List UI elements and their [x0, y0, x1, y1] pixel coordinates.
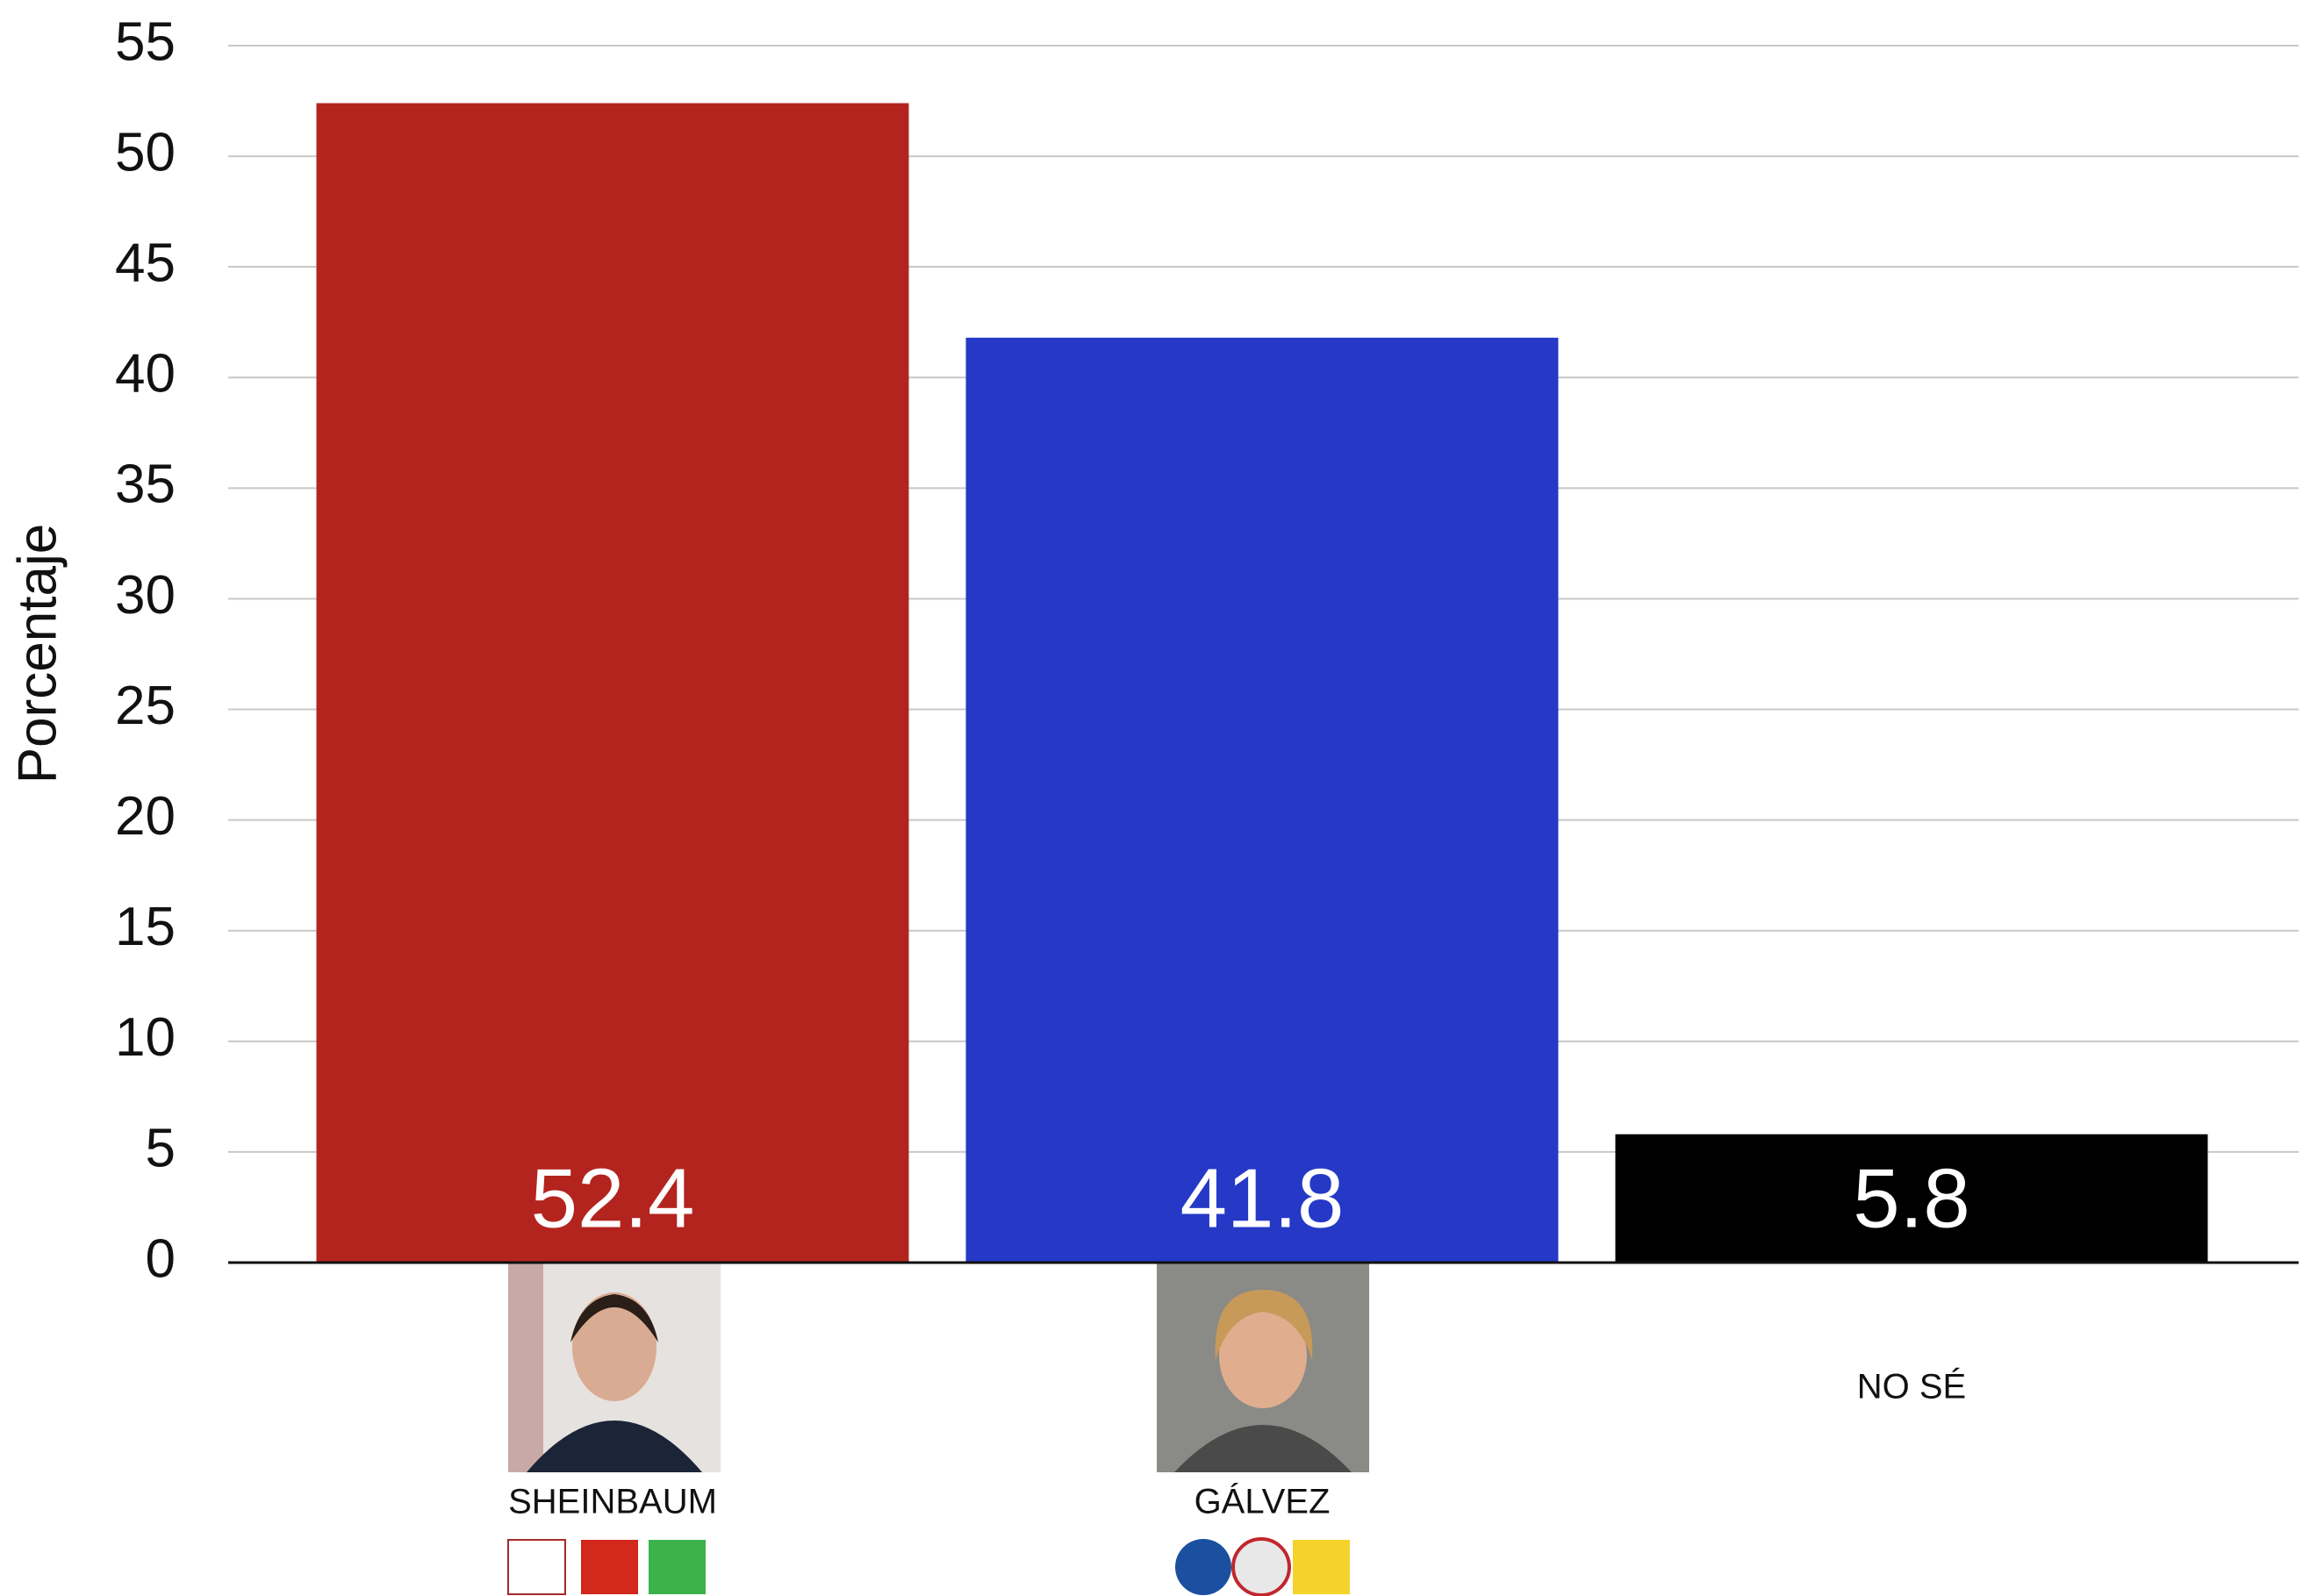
y-tick-label: 20: [115, 786, 176, 847]
y-tick-label: 40: [115, 344, 176, 404]
y-tick-label: 45: [115, 233, 176, 294]
y-tick-label: 55: [115, 11, 176, 72]
x-tick-label: SHEINBAUM: [508, 1483, 717, 1521]
y-tick-label: 10: [115, 1007, 176, 1068]
bar: [965, 337, 1559, 1263]
value-label: 5.8: [1853, 1151, 1969, 1245]
y-tick-label: 25: [115, 676, 176, 736]
photo-galvez: [1157, 1263, 1369, 1472]
bar: [316, 103, 909, 1263]
x-tick-label: GÁLVEZ: [1194, 1482, 1331, 1521]
bar: [1615, 1134, 2208, 1263]
y-tick-label: 0: [146, 1228, 176, 1289]
y-tick-label: 15: [115, 897, 176, 957]
photo-sheinbaum: [508, 1263, 721, 1472]
logos-galvez: [1175, 1537, 1350, 1596]
y-tick-label: 35: [115, 454, 176, 515]
value-label: 41.8: [1180, 1151, 1345, 1245]
y-tick-label: 50: [115, 122, 176, 183]
logos-sheinbaum: [507, 1539, 706, 1595]
y-tick-label: 5: [146, 1118, 176, 1178]
y-tick-label: 30: [115, 565, 176, 626]
x-tick-label: NO SÉ: [1857, 1367, 1966, 1406]
y-axis-label: Porcentaje: [7, 524, 68, 784]
value-label: 52.4: [531, 1151, 695, 1245]
